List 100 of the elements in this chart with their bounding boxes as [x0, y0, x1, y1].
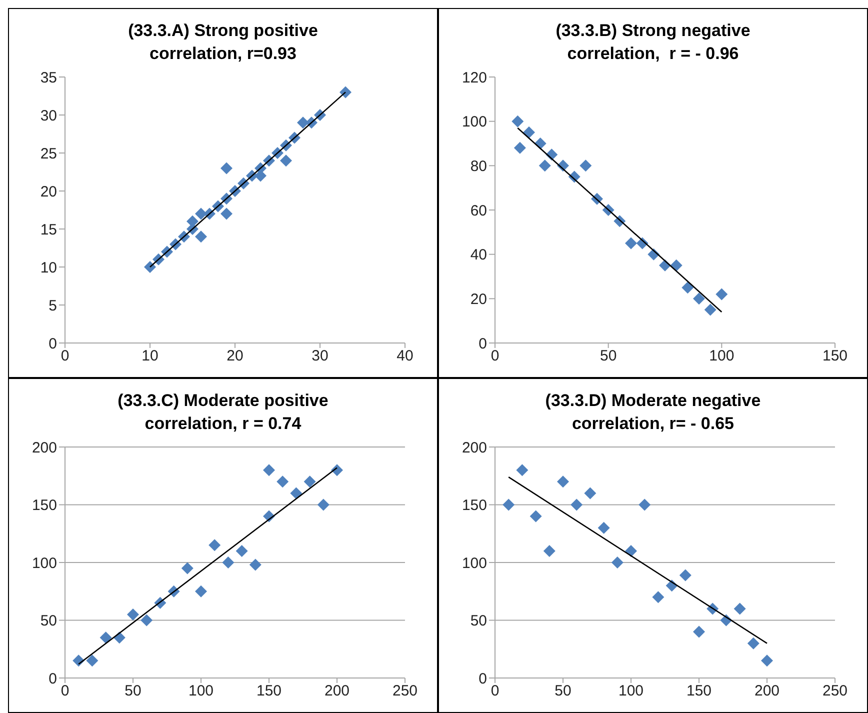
y-tick-label: 50 [40, 612, 57, 630]
y-tick-label: 20 [470, 290, 487, 308]
y-tick-label: 200 [32, 439, 57, 456]
point [557, 476, 569, 488]
x-tick-label: 100 [618, 682, 644, 700]
point [222, 556, 234, 568]
point [220, 208, 232, 220]
y-tick-label: 0 [478, 670, 487, 688]
y-tick-label: 100 [462, 554, 487, 572]
point [236, 544, 248, 557]
point [512, 115, 524, 128]
y-tick-label: 40 [470, 246, 487, 264]
x-tick-label: 50 [124, 682, 142, 700]
point [195, 208, 207, 220]
y-tick-label: 25 [40, 145, 57, 162]
x-tick-label: 0 [490, 682, 500, 700]
x-tick-label: 250 [822, 682, 848, 700]
x-tick-label: 0 [60, 682, 70, 700]
y-tick-label: 20 [40, 183, 57, 200]
y-tick-label: 150 [32, 497, 57, 514]
x-tick-label: 20 [226, 348, 244, 365]
point [276, 476, 289, 488]
y-tick-label: 10 [40, 259, 57, 276]
point [570, 498, 583, 511]
y-tick-label: 30 [40, 107, 57, 124]
point [670, 259, 682, 272]
point [297, 116, 309, 129]
point [195, 585, 207, 598]
x-tick-label: 150 [822, 348, 848, 365]
point [734, 602, 746, 615]
x-tick-label: 0 [490, 348, 500, 365]
y-tick-label: 50 [470, 612, 487, 630]
y-tick-label: 120 [462, 69, 487, 86]
point [195, 230, 207, 243]
point [249, 558, 262, 571]
x-tick-label: 50 [554, 682, 572, 700]
point [280, 154, 292, 167]
x-tick-label: 150 [256, 682, 282, 700]
x-tick-label: 200 [754, 682, 780, 700]
point [679, 569, 692, 582]
point [516, 464, 528, 476]
x-tick-label: 200 [324, 682, 350, 700]
point [340, 86, 352, 98]
point [638, 498, 651, 511]
y-tick-label: 0 [48, 670, 57, 688]
x-tick-label: 100 [709, 348, 734, 365]
y-tick-label: 80 [470, 158, 487, 175]
x-tick-label: 50 [600, 348, 617, 365]
point [693, 292, 705, 305]
x-tick-label: 10 [142, 348, 158, 365]
y-tick-label: 200 [462, 439, 487, 456]
point [514, 142, 526, 154]
y-tick-label: 100 [462, 114, 487, 131]
point [290, 487, 302, 500]
point [747, 637, 760, 650]
point [543, 544, 556, 557]
point [598, 522, 610, 534]
point [580, 160, 592, 172]
point [523, 126, 535, 138]
x-tick-label: 30 [312, 348, 328, 365]
point [693, 626, 705, 638]
y-tick-label: 5 [48, 297, 57, 314]
point [761, 654, 773, 667]
point [220, 162, 232, 174]
y-tick-label: 100 [32, 554, 57, 572]
chart-title: (33.3.D) Moderate negative correlation, r= - 0.65 [544, 390, 762, 435]
x-tick-label: 100 [188, 682, 214, 700]
point [716, 288, 728, 300]
x-tick-label: 40 [396, 348, 414, 365]
point [181, 562, 194, 574]
point [611, 556, 624, 568]
y-tick-label: 0 [478, 335, 487, 352]
y-tick-label: 60 [470, 202, 487, 220]
point [682, 282, 694, 294]
x-tick-label: 150 [686, 682, 712, 700]
point [625, 237, 637, 250]
y-tick-label: 0 [48, 335, 57, 352]
point [208, 539, 221, 552]
point [144, 261, 156, 273]
point [652, 591, 664, 604]
x-tick-label: 250 [392, 682, 418, 700]
y-tick-label: 15 [40, 221, 57, 238]
y-tick-label: 35 [40, 69, 57, 86]
point [538, 160, 551, 172]
point [263, 464, 275, 476]
chart-title: (33.3.B) Strong negative correlation, r = - 0.96 [554, 20, 752, 65]
chart-title: (33.3.C) Moderate positive correlation, r = 0.74 [116, 390, 330, 435]
point [100, 632, 112, 644]
y-tick-label: 150 [462, 497, 487, 514]
point [704, 304, 716, 316]
point [530, 510, 542, 522]
point [502, 498, 515, 511]
point [127, 608, 139, 620]
x-tick-label: 0 [60, 348, 70, 365]
point [317, 498, 330, 511]
point [304, 476, 316, 488]
point [584, 487, 596, 500]
chart-title: (33.3.A) Strong positive correlation, r=0.93 [127, 20, 319, 65]
point [140, 614, 153, 626]
point [86, 654, 98, 667]
